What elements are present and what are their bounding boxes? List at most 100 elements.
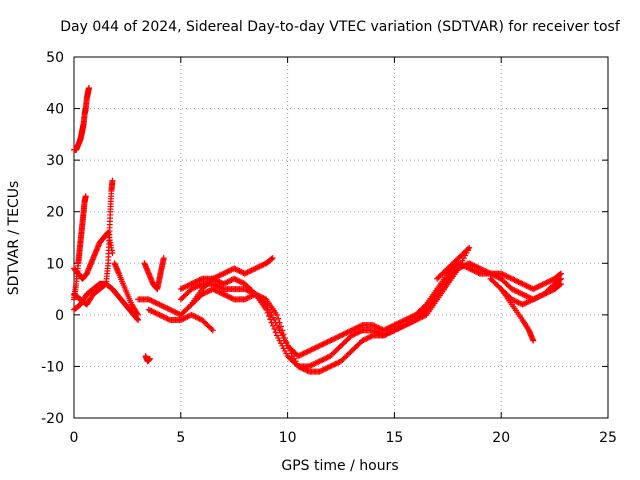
data-point <box>147 297 154 304</box>
data-point <box>396 324 403 331</box>
data-point <box>352 330 359 337</box>
data-point <box>506 274 513 281</box>
data-point <box>152 299 159 306</box>
data-point <box>303 349 310 356</box>
data-point <box>200 290 207 297</box>
data-point <box>516 279 523 286</box>
data-point <box>470 262 477 269</box>
data-point <box>153 310 160 317</box>
data-point <box>367 333 374 340</box>
data-point <box>184 282 191 289</box>
data-point <box>375 324 382 331</box>
data-point <box>236 268 243 275</box>
data-point <box>212 287 219 294</box>
data-point <box>217 289 224 296</box>
data-point <box>227 267 234 274</box>
data-point <box>488 271 495 278</box>
data-point <box>82 193 89 200</box>
data-point <box>277 323 284 330</box>
data-point <box>297 351 304 358</box>
data-point <box>221 269 228 276</box>
data-point <box>201 289 208 296</box>
data-point <box>331 335 338 342</box>
data-point <box>256 293 263 300</box>
data-point <box>237 268 244 275</box>
data-point <box>362 336 369 343</box>
data-point <box>248 267 255 274</box>
data-point <box>251 266 258 273</box>
data-point <box>495 274 502 281</box>
data-point <box>482 268 489 275</box>
data-point <box>177 317 184 324</box>
data-point <box>530 337 537 344</box>
data-point <box>295 353 302 360</box>
data-point <box>530 286 537 293</box>
data-point <box>213 282 220 289</box>
data-point <box>299 351 306 358</box>
data-point <box>213 288 220 295</box>
data-point <box>511 297 518 304</box>
data-point <box>167 306 174 313</box>
data-point <box>185 313 192 320</box>
data-point <box>196 315 203 322</box>
data-point <box>527 297 534 304</box>
data-point <box>147 307 154 314</box>
data-point <box>338 332 344 339</box>
data-point <box>516 289 523 296</box>
data-point <box>164 305 171 312</box>
data-point <box>523 282 530 289</box>
data-point <box>328 336 335 343</box>
data-point <box>499 271 506 278</box>
series-arc-13 <box>188 244 473 375</box>
y-tick-label: 10 <box>46 256 64 272</box>
data-point <box>524 293 531 300</box>
data-point <box>370 327 377 334</box>
data-point <box>358 322 365 329</box>
data-point <box>532 295 539 302</box>
data-point <box>467 266 474 273</box>
data-point <box>558 280 565 287</box>
data-point <box>181 284 188 291</box>
data-point <box>223 279 230 286</box>
data-point <box>491 272 498 279</box>
data-point <box>283 338 290 345</box>
data-point <box>557 281 564 288</box>
data-point <box>512 288 519 295</box>
data-point <box>366 334 373 341</box>
data-point <box>380 332 387 339</box>
data-point <box>220 280 227 287</box>
data-point <box>333 334 340 341</box>
y-tick-label: 0 <box>55 308 64 324</box>
data-point <box>295 363 302 370</box>
data-point <box>392 321 399 328</box>
data-point <box>339 331 346 338</box>
data-point <box>524 283 531 290</box>
data-point <box>231 265 238 272</box>
y-tick-label: -20 <box>41 411 64 427</box>
data-point <box>411 317 418 324</box>
data-point <box>387 329 394 336</box>
data-point <box>301 349 308 356</box>
data-point <box>390 327 397 334</box>
data-point <box>475 269 482 276</box>
data-point <box>342 330 349 337</box>
data-point <box>180 284 187 291</box>
data-point <box>243 269 250 276</box>
data-point <box>216 278 223 285</box>
data-point <box>163 315 170 322</box>
data-point <box>156 301 163 308</box>
data-point <box>134 310 141 317</box>
data-point <box>483 268 490 275</box>
data-point <box>296 352 303 359</box>
data-point <box>388 328 395 335</box>
x-tick-label: 5 <box>176 430 185 446</box>
data-point <box>229 295 236 302</box>
data-point <box>151 309 158 316</box>
data-point <box>519 301 526 308</box>
data-point <box>329 336 336 343</box>
data-point <box>508 275 515 282</box>
data-point <box>399 318 406 325</box>
data-point <box>223 269 230 276</box>
data-point <box>498 270 505 277</box>
